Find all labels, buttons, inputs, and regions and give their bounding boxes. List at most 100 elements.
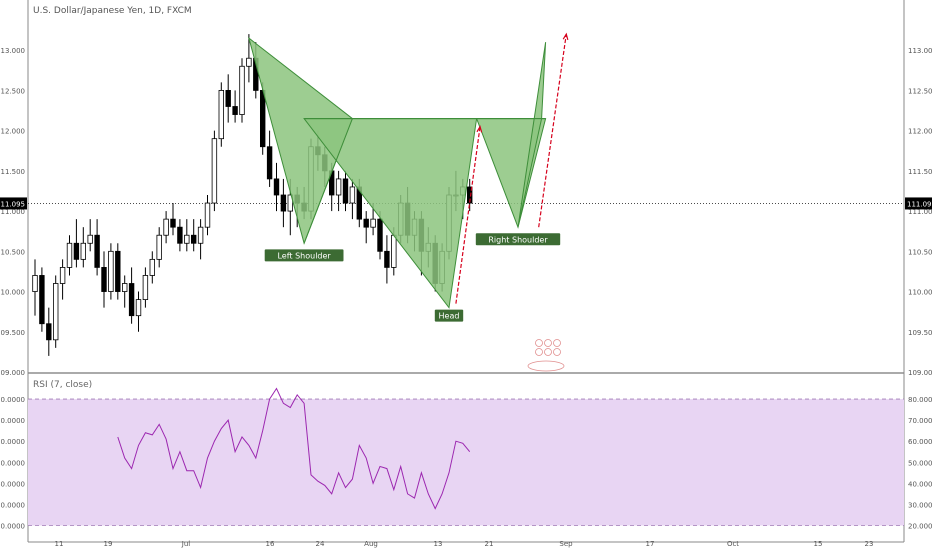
candle-body: [122, 283, 128, 292]
candle-body: [94, 234, 100, 268]
rsi-pane: 20.0000 20.0000 30.0000 30.0000 40.0000 40.00…: [0, 387, 932, 530]
left-shoulder-label-bg: [264, 249, 344, 262]
price-tick-right: 109.000: [908, 369, 932, 377]
rsi-line: [117, 387, 471, 510]
candle-body: [170, 218, 176, 228]
price-tick-right: 111.000: [908, 208, 932, 216]
watermark-logo: [527, 339, 565, 372]
rsi-tick-right: 50.0000: [908, 459, 932, 467]
price-tick-right: 112.000: [908, 128, 932, 136]
time-tick: 13: [434, 540, 443, 548]
candle-body: [149, 258, 155, 276]
candle-body: [466, 186, 473, 204]
rsi-tick-left: 60.0000: [0, 438, 25, 446]
candle-body: [246, 57, 252, 67]
breakout-arrow-2-head: [562, 32, 569, 41]
candle-body: [370, 218, 376, 228]
watermark-ellipse: [527, 360, 565, 372]
price-tick-left: 110.500: [0, 248, 25, 256]
candle-body: [335, 178, 342, 196]
time-tick: 24: [316, 540, 325, 548]
rsi-tick-right: 40.0000: [908, 480, 932, 488]
rsi-tick-right: 20.0000: [908, 522, 932, 530]
price-tick-left: 110.000: [0, 289, 25, 297]
breakout-arrow-1-head: [476, 125, 483, 133]
rsi-title: RSI (7, close): [33, 380, 93, 390]
price-tick-left: 113.000: [0, 47, 25, 55]
price-tick-right: 110.500: [908, 248, 932, 256]
time-tick: Sep: [559, 540, 573, 548]
candle-body: [384, 250, 390, 268]
candle-body: [32, 275, 38, 292]
candle-body: [218, 90, 224, 140]
watermark-ring: [544, 339, 552, 347]
time-tick: 21: [485, 540, 494, 548]
rsi-tick-right: 30.0000: [908, 501, 932, 509]
candle-body: [280, 194, 287, 212]
price-tick-left: 109.500: [0, 329, 25, 337]
pattern-left-shoulder: [303, 118, 353, 244]
price-tick-right: 112.500: [908, 87, 932, 95]
candle-body: [80, 242, 86, 260]
price-tick-left: 111.000: [0, 208, 25, 216]
watermark-ring: [553, 348, 561, 356]
watermark-ring: [544, 348, 552, 356]
candle-body: [197, 226, 204, 244]
candle-body: [259, 90, 266, 148]
watermark-ring: [535, 348, 543, 356]
candle-body: [377, 218, 383, 252]
pattern-head-triangle: [303, 118, 478, 309]
pattern-overlay: Left Shoulder Head Right Shoulder: [248, 32, 569, 372]
rsi-tick-right: 60.0000: [908, 438, 932, 446]
candle-body: [363, 218, 369, 228]
time-tick: 15: [814, 540, 823, 548]
watermark-ring: [535, 339, 543, 347]
candle-body: [142, 275, 149, 300]
candle-body: [115, 250, 121, 292]
candle-body: [342, 178, 349, 204]
chart-title: U.S. Dollar/Japanese Yen, 1D, FXCM: [33, 6, 192, 16]
candle-body: [163, 218, 169, 236]
price-tick-right: 113.000: [908, 47, 932, 55]
candle-body: [287, 194, 293, 212]
time-tick: Jul: [181, 540, 191, 548]
candle-body: [232, 106, 238, 115]
last-price-left: 111.095: [0, 200, 25, 208]
rsi-tick-left: 20.0000: [0, 522, 25, 530]
time-tick: Aug: [364, 540, 378, 548]
candle-body: [135, 299, 142, 317]
rsi-tick-left: 50.0000: [0, 459, 25, 467]
rsi-band: [28, 399, 904, 526]
watermark-ring: [553, 339, 561, 347]
candle-body: [156, 234, 162, 260]
candle-body: [46, 323, 52, 341]
candle-body: [273, 178, 280, 196]
price-tick-left: 112.000: [0, 128, 25, 136]
candle-body: [204, 202, 211, 228]
candle-body: [266, 146, 273, 180]
time-tick: Oct: [727, 540, 739, 548]
head-label: Head: [439, 312, 460, 321]
candle-body: [190, 234, 197, 244]
time-tick: 11: [55, 540, 64, 548]
candle-body: [108, 250, 114, 292]
pattern-breakout-wedge: [517, 42, 547, 228]
time-axis: 11 19 Jul 16 24 Aug 13 21 Sep 17 Oct 15 23: [55, 540, 874, 548]
candle-body: [239, 65, 245, 115]
candle-body: [59, 267, 66, 284]
price-tick-right: 110.000: [908, 289, 932, 297]
candle-body: [177, 226, 183, 244]
candle-body: [391, 234, 397, 268]
last-price-tag-left: [0, 197, 27, 210]
candle-body: [128, 283, 135, 317]
rsi-tick-right: 80.0000: [908, 396, 932, 404]
left-shoulder-label: Left Shoulder: [277, 251, 331, 260]
last-price-tag-right: [905, 197, 932, 210]
price-tick-right: 109.500: [908, 329, 932, 337]
time-tick: 17: [646, 540, 655, 548]
candle-body: [211, 138, 218, 204]
rsi-tick-left: 30.0000: [0, 501, 25, 509]
price-tick-left: 109.000: [0, 369, 25, 377]
candle-body: [101, 267, 107, 292]
